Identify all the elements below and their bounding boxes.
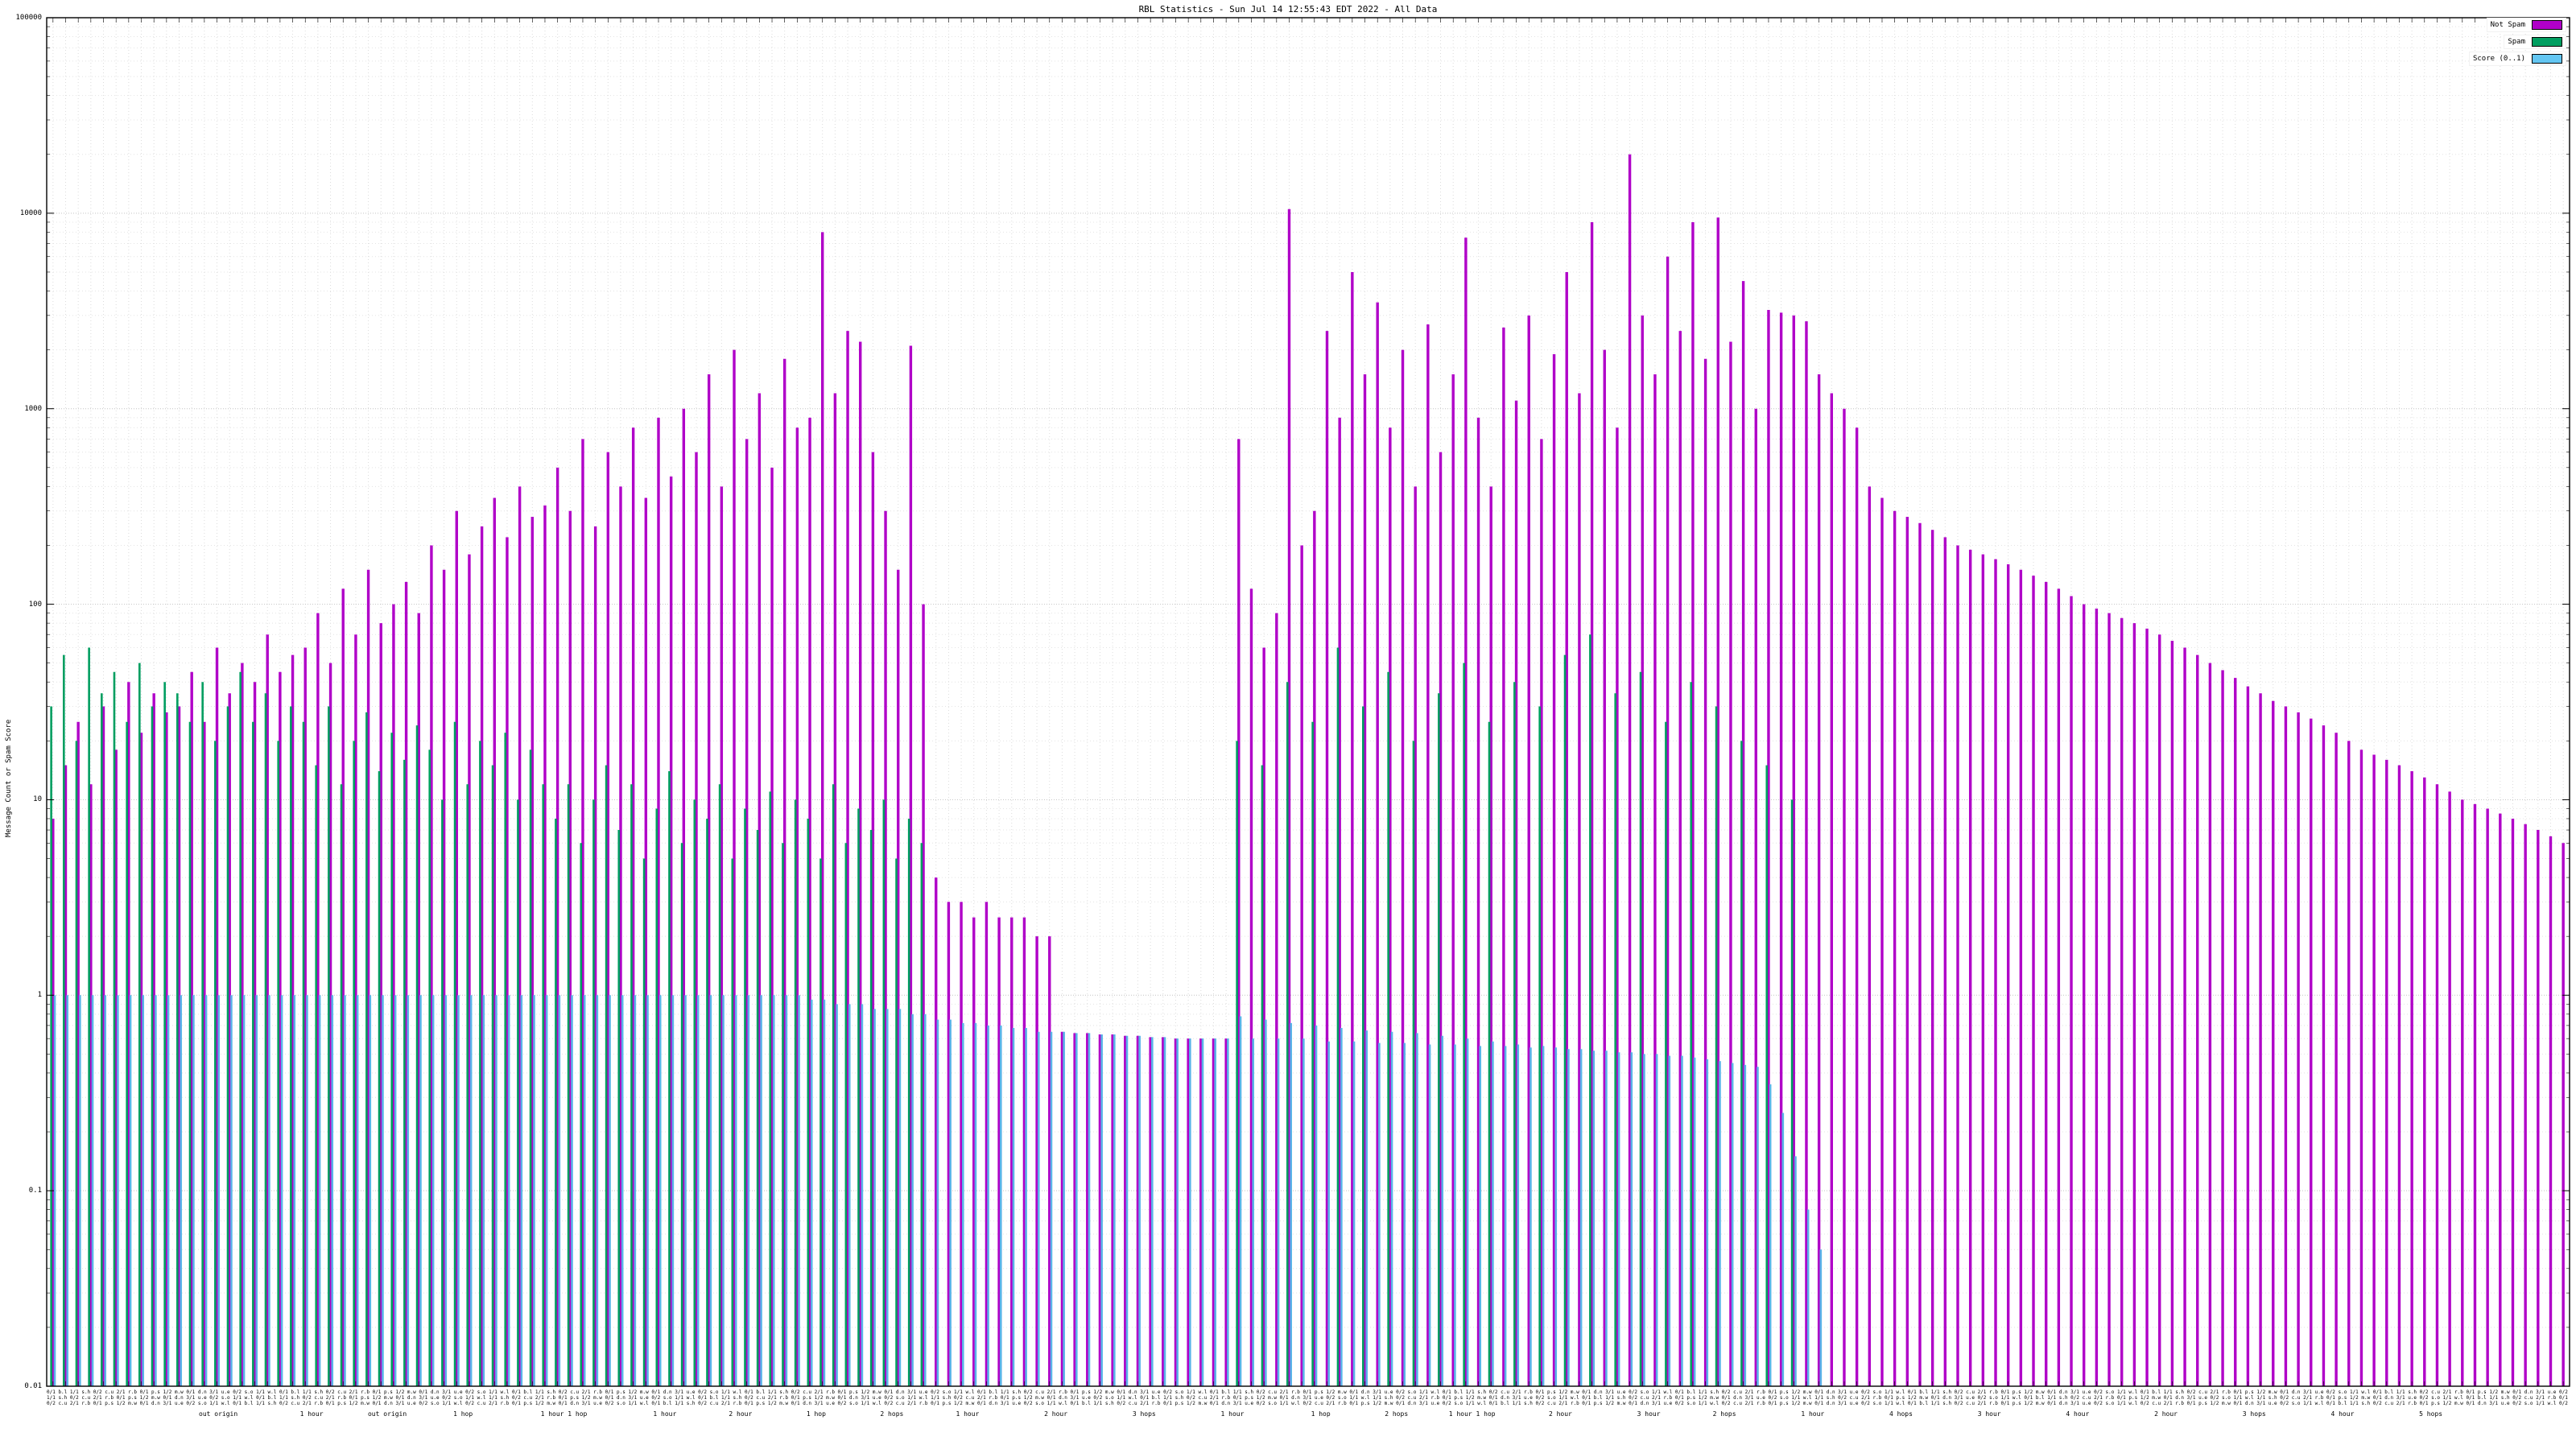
x-sublabel: 1 hour 1 hop: [540, 1410, 588, 1418]
x-sublabel: 1 hop: [453, 1410, 473, 1418]
y-tick-label: 100: [28, 600, 42, 609]
chart-title: RBL Statistics - Sun Jul 14 12:55:43 EDT…: [1138, 4, 1438, 14]
x-dense-row: 0/2 c.u 2/1 r.b 0/1 p.s 1/2 m.w 0/1 d.n …: [47, 1401, 2570, 1406]
x-sublabel: 1 hour: [1220, 1410, 1245, 1418]
x-sublabel: 1 hour: [653, 1410, 677, 1418]
x-sublabel: 2 hops: [1712, 1410, 1736, 1418]
x-sublabel: 1 hour: [1801, 1410, 1825, 1418]
y-tick-label: 1000: [24, 404, 42, 413]
y-tick-label: 0.01: [24, 1382, 42, 1390]
x-dense-row: 0/1 b.l 1/1 s.h 0/2 c.u 2/1 r.b 0/1 p.s …: [47, 1389, 2570, 1395]
x-sublabel: 2 hour: [729, 1410, 753, 1418]
x-sublabel: 3 hops: [2242, 1410, 2266, 1418]
x-sublabel: 2 hour: [2154, 1410, 2178, 1418]
x-sublabel: out origin: [199, 1410, 238, 1418]
y-tick-label: 100000: [15, 14, 42, 22]
legend-item-not-spam: Not Spam: [2486, 18, 2566, 32]
legend-swatch: [2532, 54, 2562, 64]
x-axis-dense-tick-labels: 0/1 b.l 1/1 s.h 0/2 c.u 2/1 r.b 0/1 p.s …: [47, 1389, 2570, 1407]
x-sublabel: 2 hops: [1385, 1410, 1409, 1418]
x-sublabel: 2 hour: [1548, 1410, 1572, 1418]
legend-item-spam: Spam: [2504, 35, 2566, 49]
y-tick-label: 10: [33, 795, 42, 804]
legend-item-score-0-1-: Score (0..1): [2468, 52, 2566, 66]
x-sublabel: 3 hour: [1637, 1410, 1661, 1418]
x-sublabel: 1 hour 1 hop: [1448, 1410, 1496, 1418]
x-sublabel: 3 hops: [1132, 1410, 1156, 1418]
x-sublabel: out origin: [367, 1410, 407, 1418]
x-sublabel: 4 hour: [2066, 1410, 2090, 1418]
legend-swatch: [2532, 20, 2562, 30]
y-tick-label: 10000: [19, 208, 42, 217]
x-sublabel: 2 hour: [1044, 1410, 1068, 1418]
x-sublabel: 1 hour: [956, 1410, 980, 1418]
x-sublabel: 1 hop: [806, 1410, 826, 1418]
legend-label: Not Spam: [2490, 21, 2525, 29]
y-tick-label: 1: [37, 991, 42, 1000]
x-sublabel: 4 hops: [1889, 1410, 1913, 1418]
y-tick-label: 0.1: [28, 1187, 42, 1195]
legend-label: Score (0..1): [2472, 55, 2525, 63]
x-sublabel: 2 hops: [880, 1410, 904, 1418]
x-dense-row: 1/1 s.h 0/2 c.u 2/1 r.b 0/1 p.s 1/2 m.w …: [47, 1395, 2570, 1401]
legend-label: Spam: [2508, 38, 2525, 46]
chart-legend: Not Spam Spam Score (0..1): [2468, 18, 2566, 66]
x-axis-sublabels: out origin 1 hour out origin 1 hop 1 hour 1 …: [47, 1410, 2570, 1435]
plot-border: [46, 17, 2570, 1387]
x-sublabel: 3 hour: [1977, 1410, 2001, 1418]
x-sublabel: 1 hop: [1311, 1410, 1331, 1418]
x-sublabel: 5 hops: [2419, 1410, 2443, 1418]
x-sublabel: 4 hour: [2330, 1410, 2355, 1418]
legend-swatch: [2532, 37, 2562, 47]
x-sublabel: 1 hour: [299, 1410, 324, 1418]
